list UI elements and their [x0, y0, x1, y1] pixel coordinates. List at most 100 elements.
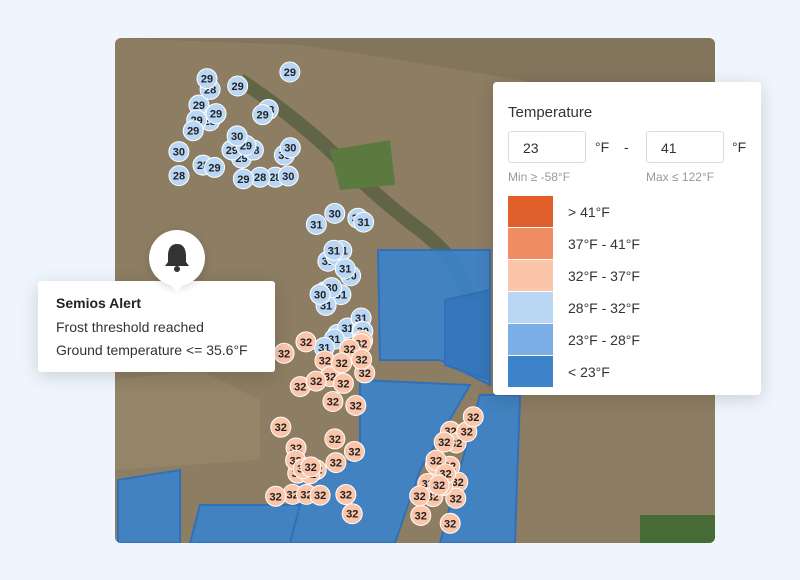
sensor-marker[interactable] [335, 484, 357, 506]
sensor-label: 31 [339, 264, 351, 276]
sensor-marker[interactable] [270, 416, 292, 438]
sensor-label: 32 [359, 368, 371, 380]
sensor-marker[interactable] [325, 452, 347, 474]
sensor-marker[interactable] [252, 104, 274, 126]
sensor-label: 32 [438, 437, 450, 449]
sensor-label: 32 [287, 489, 299, 501]
sensor-label: 32 [355, 354, 367, 366]
sensor-label: 32 [444, 518, 456, 530]
sensor-marker[interactable] [462, 406, 484, 428]
sensor-marker[interactable] [196, 68, 218, 90]
sensor-marker[interactable] [265, 485, 287, 507]
sensor-marker[interactable] [343, 440, 365, 462]
sensor-marker[interactable] [345, 394, 367, 416]
legend-label: < 23°F [568, 364, 610, 380]
sensor-label: 32 [336, 358, 348, 370]
sensor-label: 32 [467, 412, 479, 424]
sensor-label: 32 [344, 344, 356, 356]
sensor-label: 32 [346, 509, 358, 521]
max-input[interactable]: 41 [646, 131, 724, 163]
sensor-marker[interactable] [309, 484, 331, 506]
sensor-label: 32 [319, 356, 331, 368]
unit: °F [595, 139, 610, 155]
sensor-label: 32 [305, 462, 317, 474]
sensor-label: 29 [237, 174, 249, 186]
sensor-marker[interactable] [322, 391, 344, 413]
bell-icon [149, 230, 205, 292]
sensor-marker[interactable] [182, 120, 204, 142]
sensor-label: 32 [278, 348, 290, 360]
sensor-marker[interactable] [305, 213, 327, 235]
sensor-marker[interactable] [295, 331, 317, 353]
sensor-label: 32 [300, 489, 312, 501]
min-hint: Min ≥ -58°F [508, 170, 571, 184]
alert-line: Ground temperature <= 35.6°F [56, 342, 248, 358]
sensor-label: 32 [275, 422, 287, 434]
sensor-marker[interactable] [227, 75, 249, 97]
sensor-marker[interactable] [324, 202, 346, 224]
legend-label: > 41°F [568, 204, 610, 220]
legend-swatch [508, 196, 553, 227]
sensor-marker[interactable] [351, 348, 373, 370]
sensor-label: 30 [284, 143, 296, 155]
sensor-marker[interactable] [332, 372, 354, 394]
sensor-marker[interactable] [232, 168, 254, 190]
sensor-label: 29 [210, 109, 222, 121]
min-input[interactable]: 23 [508, 131, 586, 163]
sensor-marker[interactable] [324, 428, 346, 450]
legend-swatch [508, 228, 553, 259]
sensor-label: 28 [254, 172, 266, 184]
sensor-marker[interactable] [409, 485, 431, 507]
max-hint: Max ≤ 122°F [646, 170, 715, 184]
sensor-label: 32 [450, 493, 462, 505]
sensor-marker[interactable] [305, 370, 327, 392]
sensor-label: 30 [282, 171, 294, 183]
sensor-marker[interactable] [309, 283, 331, 305]
sensor-marker[interactable] [439, 512, 461, 534]
sensor-marker[interactable] [445, 487, 467, 509]
sensor-marker[interactable] [300, 456, 322, 478]
legend-label: 37°F - 41°F [568, 236, 640, 252]
sensor-marker[interactable] [277, 165, 299, 187]
legend-panel: Temperature 23 °F - 41 °F Min ≥ -58°F Ma… [493, 82, 761, 395]
sensor-label: 30 [314, 289, 326, 301]
sensor-label: 32 [414, 491, 426, 503]
sensor-label: 32 [310, 376, 322, 388]
sensor-marker[interactable] [334, 258, 356, 280]
pointer [169, 283, 185, 292]
sensor-label: 31 [341, 323, 353, 335]
sensor-marker[interactable] [226, 125, 248, 147]
sensor-label: 29 [256, 110, 268, 122]
sensor-marker[interactable] [168, 141, 190, 163]
alert-card: Semios Alert Frost threshold reached Gro… [38, 281, 275, 372]
sensor-marker[interactable] [331, 352, 353, 374]
sensor-marker[interactable] [204, 156, 226, 178]
sensor-label: 31 [328, 245, 340, 257]
legend-label: 32°F - 37°F [568, 268, 640, 284]
sensor-marker[interactable] [168, 165, 190, 187]
sensor-label: 32 [327, 397, 339, 409]
legend-title: Temperature [508, 104, 593, 121]
sensor-label: 28 [173, 171, 185, 183]
sensor-label: 31 [310, 219, 322, 231]
legend-swatch [508, 324, 553, 355]
sensor-marker[interactable] [205, 103, 227, 125]
sensor-label: 29 [193, 100, 205, 112]
sensor-marker[interactable] [341, 503, 363, 525]
sensor-label: 29 [232, 81, 244, 93]
sensor-marker[interactable] [433, 431, 455, 453]
legend-swatch [508, 292, 553, 323]
sensor-marker[interactable] [353, 211, 375, 233]
sensor-label: 30 [329, 208, 341, 220]
sensor-label: 32 [294, 382, 306, 394]
sensor-label: 29 [187, 126, 199, 138]
sensor-marker[interactable] [323, 239, 345, 261]
sensor-label: 32 [461, 427, 473, 439]
sensor-marker[interactable] [279, 61, 301, 83]
sensor-marker[interactable] [428, 474, 450, 496]
field [117, 249, 522, 543]
sensor-label: 29 [226, 145, 238, 157]
sensor-label: 30 [173, 147, 185, 159]
sensor-marker[interactable] [279, 137, 301, 159]
